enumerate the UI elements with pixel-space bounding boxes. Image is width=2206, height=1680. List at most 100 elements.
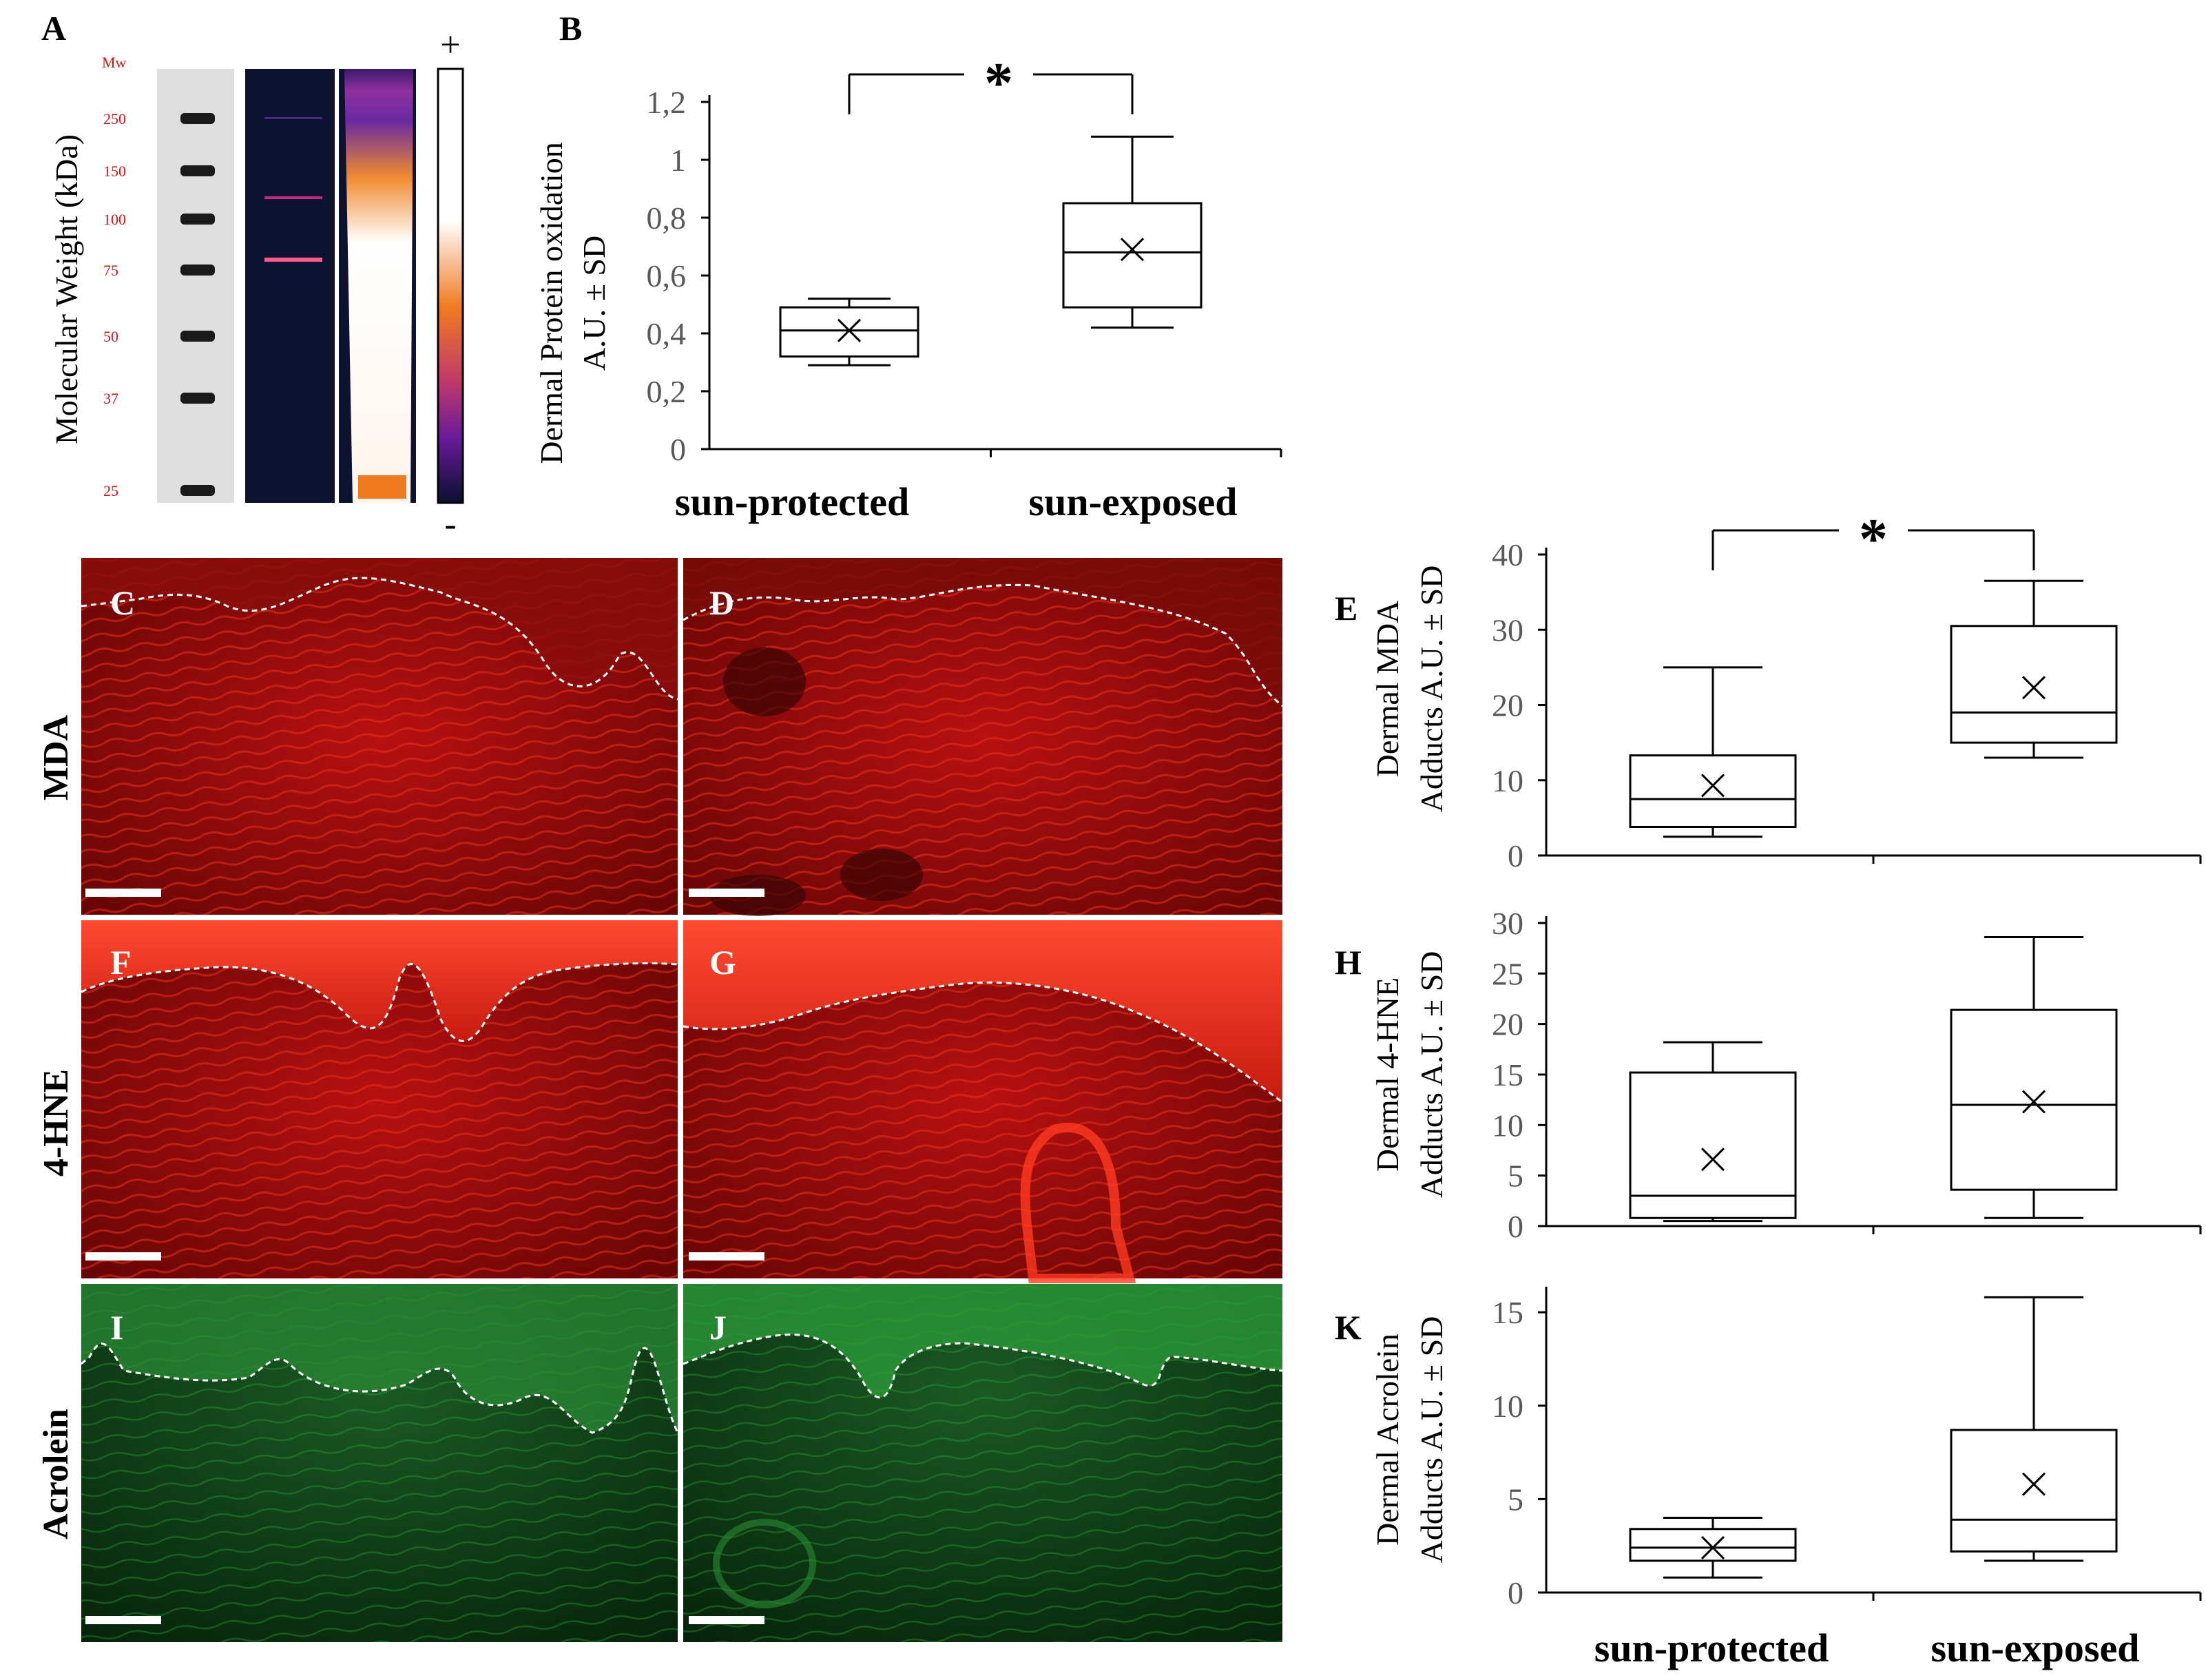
chart-k-ytick-label-2: 10	[1492, 1389, 1523, 1424]
chart-k-box-sun-protected-iqr	[1629, 1528, 1797, 1562]
chart-k-ylabel-line1: Dermal Acrolein	[1370, 1334, 1405, 1546]
panel-e-chart: E Dermal MDA Adducts A.U. ± SD 0 10 20 30 40…	[1335, 507, 2202, 873]
ladder-band-25	[180, 485, 215, 496]
intensity-scale-bar	[437, 68, 464, 504]
chart-h-ylabel-line1: Dermal 4-HNE	[1370, 977, 1405, 1172]
chart-k-ylabel-line2: Adducts A.U. ± SD	[1414, 1316, 1449, 1564]
scale-bar-f	[85, 1252, 161, 1261]
micrograph-f: F	[81, 920, 678, 1278]
chart-e-ylabel-line2: Adducts A.U. ± SD	[1414, 566, 1449, 813]
chart-h-ytick-label-3: 15	[1492, 1057, 1523, 1092]
chart-h-ytick-label-0: 0	[1508, 1209, 1523, 1244]
chart-h-ytick-label-2: 10	[1492, 1108, 1523, 1143]
chart-h-ytick-label-6: 30	[1492, 906, 1523, 941]
panel-letter-b: B	[559, 9, 582, 48]
chart-e-box-sun-exposed-mean-marker-b	[2021, 676, 2046, 700]
chart-e-box-sun-protected-mean-marker-b	[1700, 774, 1725, 798]
row-label-acrolein: Acrolein	[37, 1409, 76, 1539]
chart-k-ytick-label-1: 5	[1508, 1482, 1523, 1517]
ladder-band-150	[180, 165, 215, 176]
mw-marker-150: 150	[103, 163, 126, 180]
chart-h-box-sun-protected-mean-marker-b	[1700, 1148, 1725, 1172]
gel-heatmap-band-25	[358, 475, 406, 499]
micrograph-g: G	[683, 920, 1283, 1283]
micrograph-c: C	[81, 558, 678, 915]
ladder-band-75	[180, 265, 215, 276]
chart-h-ytick-label-4: 20	[1492, 1007, 1523, 1042]
row-label-mda: MDA	[37, 714, 76, 800]
scale-bar-i	[85, 1616, 161, 1624]
chart-e-ytick-label-3: 30	[1492, 612, 1523, 647]
chart-h-box-sun-exposed-mean-marker-b	[2021, 1090, 2046, 1114]
chart-b-ytick-label-4: 0,8	[647, 200, 687, 236]
micrograph-grid: MDA 4-HNE Acrolein C D	[37, 558, 1283, 1642]
panel-a-gel: A Molecular Weight (kDa) Mw 250 150 100 75 5…	[41, 9, 464, 544]
chart-e-box-sun-exposed-iqr	[1950, 625, 2118, 744]
chart-b-ylabel-line1: Dermal Protein oxidation	[534, 142, 569, 464]
chart-b-ytick-label-0: 0	[670, 432, 686, 467]
panel-letter-f: F	[110, 943, 132, 982]
mw-marker-50: 50	[103, 328, 118, 345]
gel-band-100	[264, 196, 322, 199]
mw-marker-75: 75	[103, 262, 118, 279]
chart-h-ylabel-line2: Adducts A.U. ± SD	[1414, 951, 1449, 1199]
scale-bar-d	[689, 889, 764, 897]
ladder-band-100	[180, 214, 215, 225]
panel-letter-j: J	[709, 1308, 727, 1347]
panel-letter-c: C	[110, 583, 135, 622]
panel-letter-h: H	[1335, 943, 1362, 982]
chart-e-ytick-label-4: 40	[1492, 537, 1523, 572]
chart-b-ytick-label-5: 1	[670, 143, 686, 178]
ladder-bands	[180, 113, 215, 496]
chart-b-box-sun-protected-mean-marker-b	[837, 318, 862, 342]
panel-letter-k: K	[1335, 1308, 1362, 1347]
scale-bar-g	[689, 1252, 764, 1261]
chart-e-ytick-label-2: 20	[1492, 688, 1523, 723]
scale-minus-label: -	[444, 505, 456, 544]
chart-k-box-sun-exposed-iqr	[1950, 1429, 2118, 1553]
chart-b-significance-star: *	[984, 51, 1013, 115]
chart-b-ytick-label-6: 1,2	[647, 85, 687, 120]
panel-letter-d: D	[709, 583, 734, 622]
chart-k-ytick-label-3: 15	[1492, 1295, 1523, 1330]
mw-header: Mw	[102, 54, 127, 71]
chart-e-ytick-label-0: 0	[1508, 838, 1523, 873]
scale-plus-label: +	[440, 25, 460, 65]
mw-marker-100: 100	[103, 211, 126, 228]
chart-b-ylabel-line2: A.U. ± SD	[576, 236, 612, 371]
chart-e-ylabel-line1: Dermal MDA	[1370, 601, 1405, 778]
scale-bar-c	[85, 889, 161, 897]
panel-h-chart: H Dermal 4-HNE Adducts A.U. ± SD 0 5 10 15 2…	[1335, 906, 2202, 1244]
panel-letter-g: G	[709, 943, 736, 982]
row-label-4hne: 4-HNE	[37, 1069, 76, 1176]
panel-letter-e: E	[1335, 589, 1357, 628]
gel-fluorescence-lane	[245, 69, 335, 503]
chart-b-box-sun-exposed-iqr	[1062, 202, 1203, 309]
gel-band-75	[264, 258, 322, 262]
panel-b-chart: B Dermal Protein oxidation A.U. ± SD sun…	[534, 9, 1282, 524]
chart-b-xlabel-sun-exposed: sun-exposed	[1029, 479, 1238, 524]
chart-k-xlabel-sun-protected: sun-protected	[1594, 1626, 1829, 1670]
chart-b-ytick-label-2: 0,4	[647, 316, 687, 351]
chart-k-box-sun-protected-mean-marker-b	[1700, 1535, 1725, 1559]
chart-b-box-sun-exposed-mean-marker-b	[1120, 238, 1145, 262]
chart-e-significance-star: *	[1859, 507, 1888, 571]
mw-marker-37: 37	[103, 390, 118, 407]
ladder-band-50	[180, 331, 215, 342]
panel-letter-i: I	[110, 1308, 123, 1347]
chart-b-xlabel-sun-protected: sun-protected	[675, 479, 909, 524]
chart-h-ytick-label-1: 5	[1508, 1159, 1523, 1194]
panel-letter-a: A	[41, 9, 66, 48]
micrograph-i: I	[81, 1284, 679, 1642]
gel-band-250	[264, 117, 322, 119]
chart-k-box-sun-exposed-mean-marker-b	[2021, 1472, 2046, 1496]
chart-h-box-sun-protected-iqr	[1629, 1071, 1797, 1219]
chart-e-box-sun-protected-iqr	[1629, 754, 1797, 828]
chart-h-box-sun-exposed-iqr	[1950, 1008, 2118, 1191]
ladder-band-37	[180, 393, 215, 404]
scale-bar-j	[689, 1616, 764, 1624]
mw-marker-25: 25	[103, 482, 118, 499]
micrograph-d: D	[683, 558, 1283, 916]
chart-k-xlabel-sun-exposed: sun-exposed	[1931, 1626, 2140, 1670]
